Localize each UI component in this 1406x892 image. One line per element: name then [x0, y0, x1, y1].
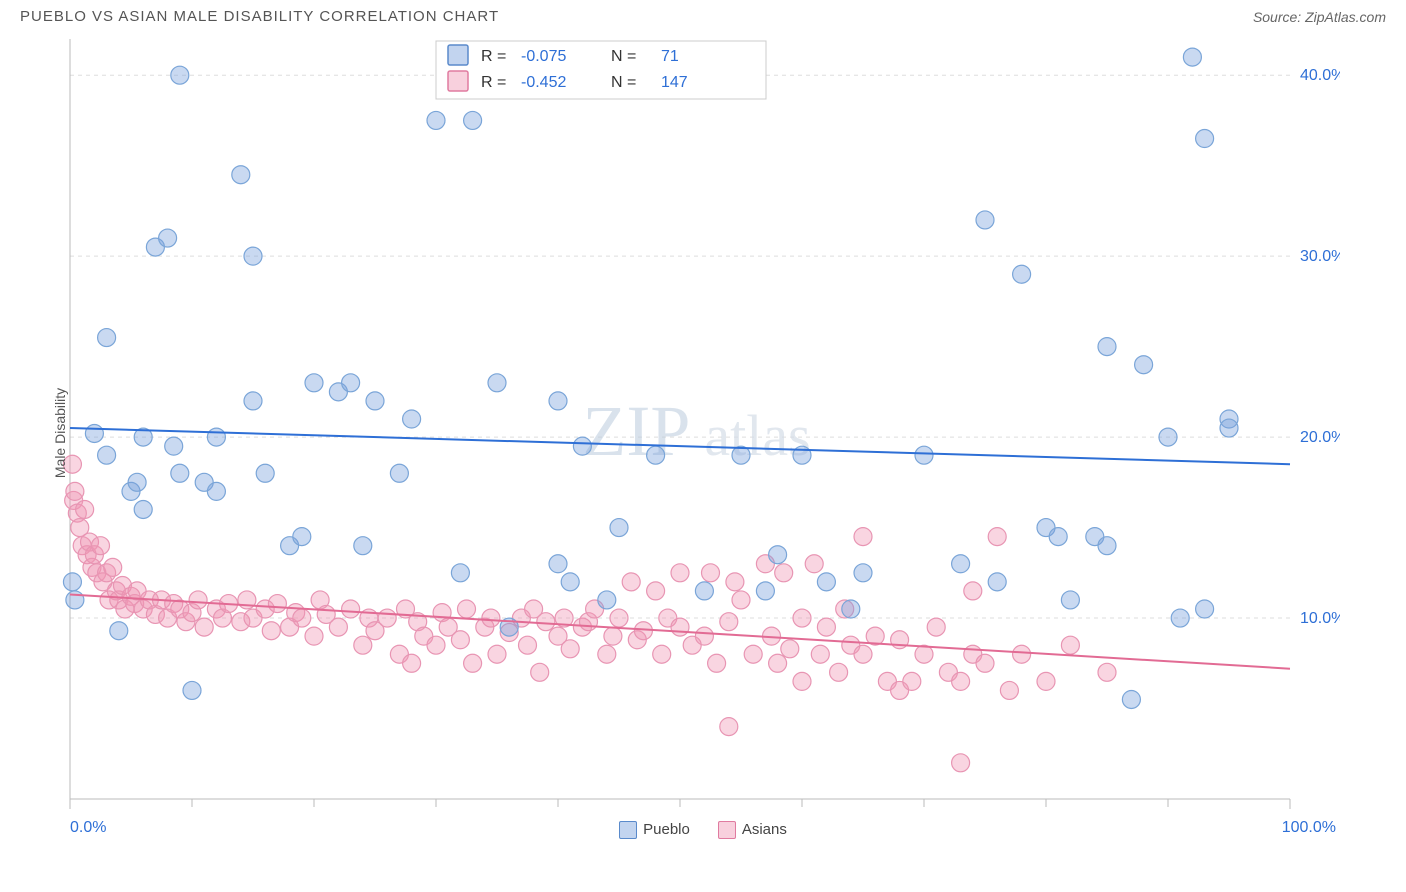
svg-text:R =: R = [481, 48, 506, 65]
svg-text:10.0%: 10.0% [1300, 610, 1340, 627]
chart-title: PUEBLO VS ASIAN MALE DISABILITY CORRELAT… [20, 8, 499, 25]
bottom-legend: Pueblo Asians [20, 821, 1386, 839]
chart-source: Source: ZipAtlas.com [1253, 9, 1386, 25]
svg-text:R =: R = [481, 74, 506, 91]
legend-item-pueblo: Pueblo [619, 821, 690, 839]
swatch-blue-icon [619, 821, 637, 839]
svg-text:N =: N = [611, 48, 636, 65]
scatter-chart: 10.0%20.0%30.0%40.0%ZIPatlasR =-0.075N =… [20, 29, 1340, 819]
y-axis-label: Male Disability [52, 388, 68, 478]
svg-text:N =: N = [611, 74, 636, 91]
svg-text:-0.452: -0.452 [521, 74, 566, 91]
svg-text:147: 147 [661, 74, 688, 91]
svg-text:ZIP: ZIP [582, 391, 690, 471]
svg-text:20.0%: 20.0% [1300, 429, 1340, 446]
legend-item-asians: Asians [718, 821, 787, 839]
svg-text:-0.075: -0.075 [521, 48, 566, 65]
chart-header: PUEBLO VS ASIAN MALE DISABILITY CORRELAT… [0, 0, 1406, 29]
svg-text:30.0%: 30.0% [1300, 248, 1340, 265]
svg-text:40.0%: 40.0% [1300, 67, 1340, 84]
svg-text:71: 71 [661, 48, 679, 65]
chart-container: Male Disability 10.0%20.0%30.0%40.0%ZIPa… [20, 29, 1386, 837]
swatch-pink-icon [718, 821, 736, 839]
